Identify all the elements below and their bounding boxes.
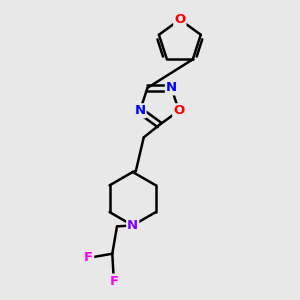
Text: N: N [134,104,146,117]
Text: N: N [127,219,138,232]
Text: F: F [109,274,119,288]
Text: O: O [174,13,185,26]
Text: N: N [166,81,177,94]
Text: O: O [173,104,184,117]
Text: F: F [84,251,93,264]
